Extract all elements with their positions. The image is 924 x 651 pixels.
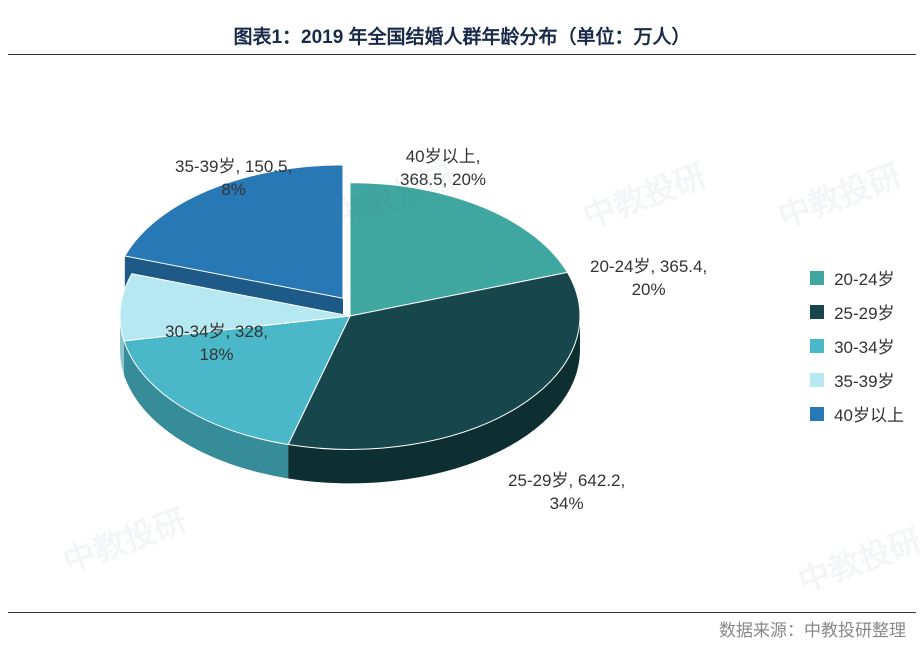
legend-item: 40岁以上 [810,401,904,426]
legend-item: 20-24岁 [810,265,904,290]
slice-label: 25-29岁, 642.2,34% [508,470,625,516]
top-rule [8,54,916,55]
slice-label: 30-34岁, 328,18% [165,321,268,367]
legend-swatch [810,305,824,319]
legend-label: 40岁以上 [834,401,904,426]
slice-label: 20-24岁, 365.4,20% [590,256,707,302]
legend-label: 25-29岁 [834,299,894,324]
chart-area: 20-24岁, 365.4,20% 25-29岁, 642.2,34% 30-34岁… [0,56,924,611]
legend-label: 20-24岁 [834,265,894,290]
legend-label: 30-34岁 [834,333,894,358]
legend-label: 35-39岁 [834,367,894,392]
legend: 20-24岁 25-29岁 30-34岁 35-39岁 40岁以上 [810,256,904,435]
legend-item: 30-34岁 [810,333,904,358]
bottom-rule [8,612,916,613]
legend-item: 35-39岁 [810,367,904,392]
legend-swatch [810,271,824,285]
chart-title: 图表1：2019 年全国结婚人群年龄分布（单位：万人） [0,0,924,49]
slice-label: 35-39岁, 150.5,8% [175,156,292,202]
watermark: 中教投研 [791,515,924,602]
pie-wrap: 20-24岁, 365.4,20%25-29岁, 642.2,34%30-34岁… [100,116,600,556]
legend-swatch [810,373,824,387]
chart-container: 图表1：2019 年全国结婚人群年龄分布（单位：万人） 20-24岁, 365.… [0,0,924,651]
source-text: 数据来源：中教投研整理 [719,616,906,641]
watermark: 中教投研 [771,150,907,237]
slice-label: 40岁以上,368.5, 20% [400,146,486,192]
legend-item: 25-29岁 [810,299,904,324]
legend-swatch [810,339,824,353]
legend-swatch [810,407,824,421]
